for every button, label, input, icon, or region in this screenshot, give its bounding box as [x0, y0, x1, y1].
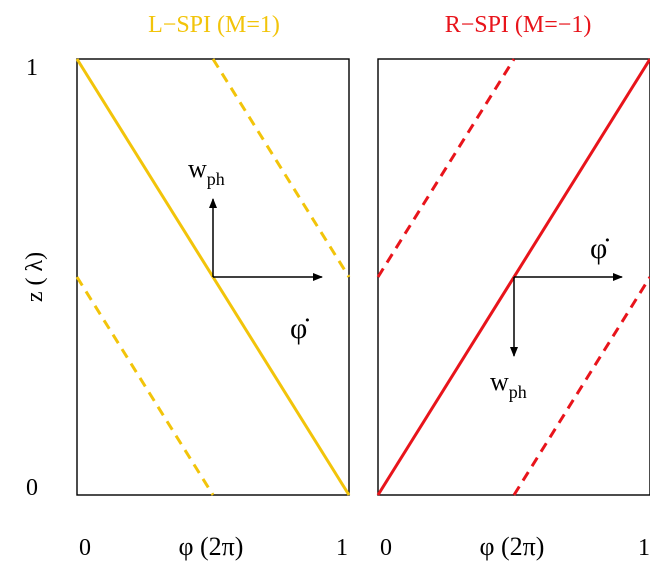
left-dashed-spiral-line-lower [75, 276, 215, 496]
y-tick-top: 1 [26, 55, 38, 81]
right-w-ph-label: wph [490, 367, 527, 402]
right-phi-dot-label: φ̇ [590, 232, 609, 265]
left-panel-title: L−SPI (M=1) [148, 12, 280, 38]
right-x-tick-start: 0 [380, 535, 392, 561]
right-dashed-spiral-line-upper [376, 58, 516, 278]
left-x-axis-label: φ (2π) [179, 532, 244, 561]
left-x-tick-start: 0 [79, 535, 91, 561]
left-phi-dot-label: φ̇ [290, 312, 309, 345]
left-dashed-spiral-line-upper [211, 58, 351, 278]
right-x-axis-label: φ (2π) [480, 532, 545, 561]
right-dashed-spiral-line-lower [512, 276, 650, 496]
y-tick-bottom: 0 [26, 475, 38, 501]
right-panel: φ̇ wph [376, 58, 650, 496]
right-panel-title: R−SPI (M=−1) [445, 12, 592, 38]
left-w-ph-label: wph [188, 154, 225, 189]
left-x-tick-end: 1 [336, 535, 348, 561]
left-panel: wph φ̇ [75, 58, 351, 496]
y-axis-label: z ( λ) [22, 252, 48, 302]
right-x-tick-end: 1 [638, 535, 650, 561]
